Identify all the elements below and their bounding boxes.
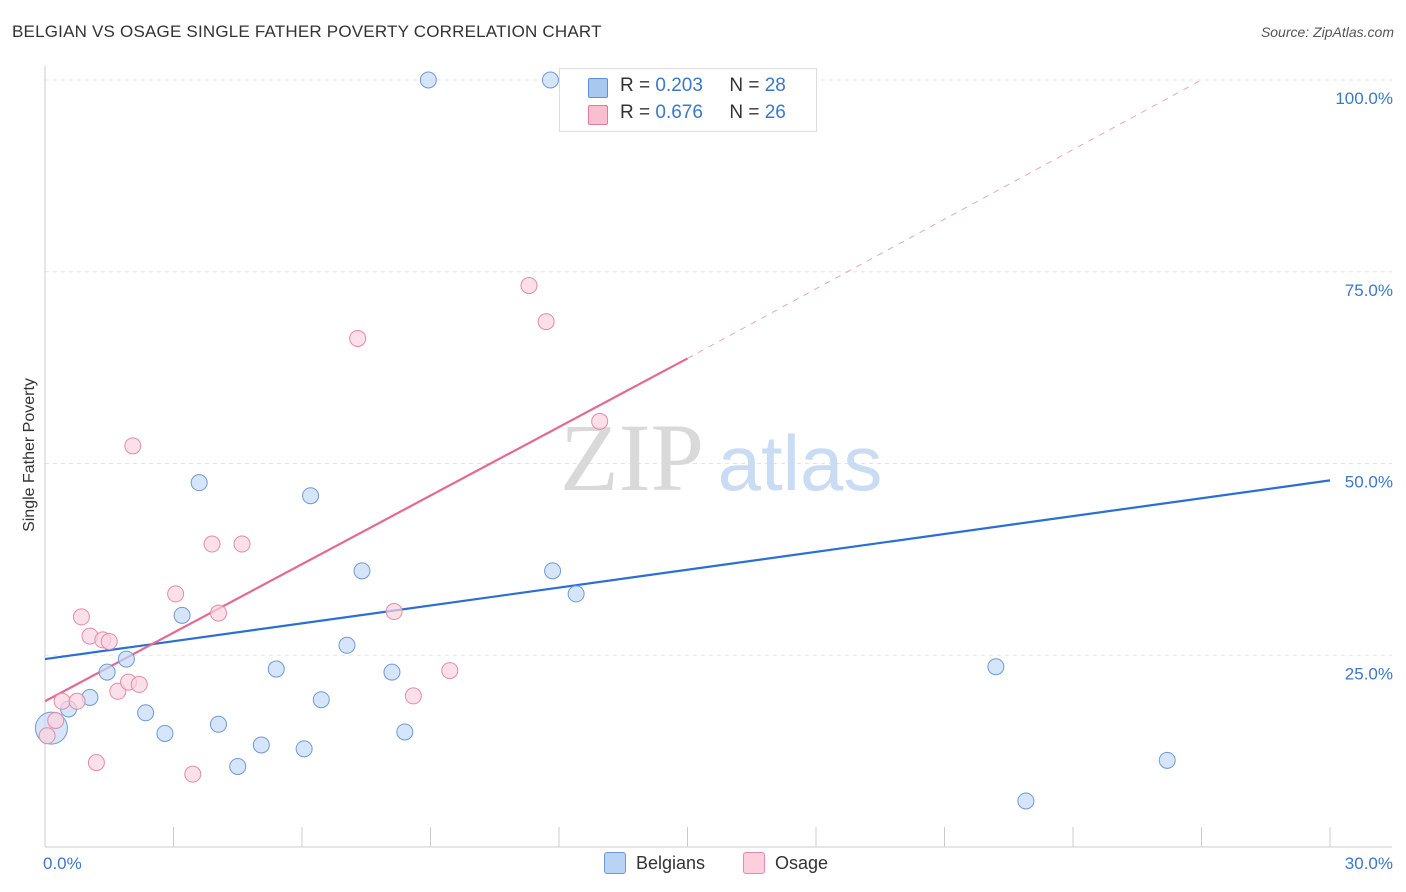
y-tick-label: 100.0%: [1335, 89, 1393, 108]
point-osage: [53, 692, 71, 710]
point-osage: [209, 604, 227, 622]
point-belgians: [383, 663, 401, 681]
legend-swatch: [604, 852, 626, 874]
y-tick-label: 25.0%: [1345, 664, 1393, 683]
point-belgians: [987, 658, 1005, 676]
r-value: 0.203: [655, 75, 703, 96]
watermark: ZIP atlas: [560, 404, 882, 511]
chart-title: BELGIAN VS OSAGE SINGLE FATHER POVERTY C…: [12, 22, 602, 41]
point-belgians: [541, 71, 559, 89]
n-label: N =: [729, 102, 760, 123]
point-belgians: [544, 562, 562, 580]
point-osage: [130, 675, 148, 693]
point-belgians: [98, 663, 116, 681]
point-osage: [47, 711, 65, 729]
point-osage: [203, 535, 221, 553]
point-osage: [38, 727, 56, 745]
legend-swatch-belgians: [588, 78, 608, 98]
point-belgians: [173, 606, 191, 624]
point-belgians: [117, 650, 135, 668]
y-axis-label: Single Father Poverty: [21, 378, 38, 532]
point-osage: [72, 608, 90, 626]
watermark-zip: ZIP: [560, 404, 704, 511]
point-belgians: [1017, 792, 1035, 810]
point-osage: [100, 632, 118, 650]
point-belgians: [267, 660, 285, 678]
y-tick-label: 50.0%: [1345, 473, 1393, 492]
axes: [44, 66, 1392, 848]
point-belgians: [137, 704, 155, 722]
legend-label: Belgians: [636, 852, 706, 873]
r-label: R =: [620, 102, 651, 123]
n-value: 28: [764, 75, 786, 96]
trend-lines: [44, 79, 1331, 703]
correlation-legend: R = 0.203 N = 28 R = 0.676 N = 26: [559, 68, 817, 132]
point-belgians: [1158, 751, 1176, 769]
series-legend: Belgians Osage: [0, 852, 1406, 878]
source-credit: Source: ZipAtlas.com: [1260, 24, 1394, 40]
point-belgians: [229, 757, 247, 775]
point-osage: [520, 277, 538, 295]
r-label: R =: [620, 75, 651, 96]
legend-text-osage: R = 0.676 N = 26: [620, 102, 786, 124]
point-belgians: [353, 562, 371, 580]
point-osage: [537, 313, 555, 331]
point-belgians: [209, 715, 227, 733]
point-osage: [233, 535, 251, 553]
point-belgians: [396, 723, 414, 741]
point-osage: [349, 329, 367, 347]
point-belgians: [252, 736, 270, 754]
point-osage: [591, 412, 609, 430]
trend-extension-osage: [687, 79, 1202, 359]
point-osage: [441, 662, 459, 680]
point-osage: [404, 687, 422, 705]
legend-item-osage[interactable]: Osage: [743, 852, 828, 874]
point-belgians: [419, 71, 437, 89]
legend-text-belgians: R = 0.203 N = 28: [620, 75, 786, 97]
point-osage: [87, 754, 105, 772]
point-belgians: [156, 724, 174, 742]
point-belgians: [295, 740, 313, 758]
point-belgians: [312, 691, 330, 709]
x-tick-label: 30.0%: [1345, 854, 1393, 873]
y-tick-label: 75.0%: [1345, 281, 1393, 300]
legend-swatch: [743, 852, 765, 874]
trend-line-osage: [44, 357, 689, 703]
x-tick-label: 0.0%: [43, 854, 82, 873]
r-value: 0.676: [655, 102, 703, 123]
n-label: N =: [729, 75, 760, 96]
point-osage: [167, 585, 185, 603]
legend-item-belgians[interactable]: Belgians: [604, 852, 705, 874]
point-osage: [124, 437, 142, 455]
watermark-atlas: atlas: [718, 419, 883, 507]
point-belgians: [302, 487, 320, 505]
point-osage: [68, 692, 86, 710]
point-osage: [184, 765, 202, 783]
grid: [45, 79, 1392, 656]
legend-label: Osage: [775, 852, 829, 873]
legend-swatch-osage: [588, 105, 608, 125]
point-osage: [385, 603, 403, 621]
point-belgians: [567, 585, 585, 603]
point-belgians: [190, 474, 208, 492]
point-belgians: [338, 636, 356, 654]
n-value: 26: [764, 102, 786, 123]
tick-labels: 25.0% 50.0% 75.0% 100.0% 0.0% 30.0%: [43, 89, 1393, 873]
trend-line-belgians: [44, 479, 1331, 661]
